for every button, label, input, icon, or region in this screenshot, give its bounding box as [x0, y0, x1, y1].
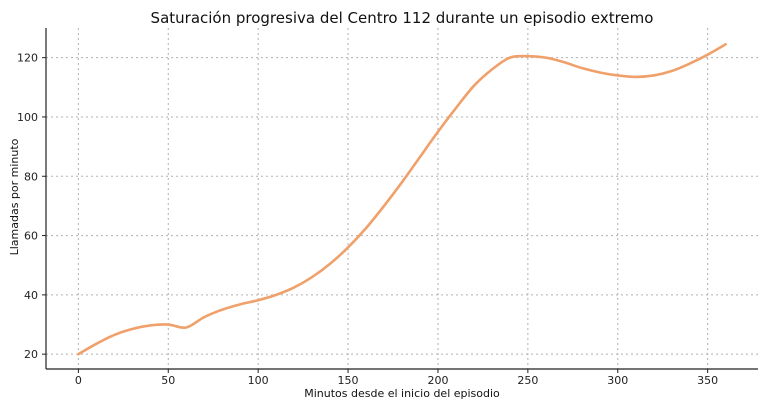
y-tick-label: 20: [24, 348, 38, 361]
x-tick-label: 300: [607, 374, 628, 387]
chart-title: Saturación progresiva del Centro 112 dur…: [151, 9, 654, 27]
x-tick-label: 100: [248, 374, 269, 387]
ticks: 0 50 100 150 200 250 300 350 20 40 60 80 100 120: [17, 52, 718, 387]
x-tick-label: 50: [161, 374, 175, 387]
y-axis-label: Llamadas por minuto: [8, 138, 21, 255]
series-line: [77, 43, 727, 356]
x-tick-label: 250: [517, 374, 538, 387]
y-tick-label: 60: [24, 230, 38, 243]
x-axis-label: Minutos desde el inicio del episodio: [304, 387, 500, 400]
y-tick-label: 100: [17, 111, 38, 124]
axes: [45, 28, 758, 370]
y-tick-label: 120: [17, 52, 38, 65]
grid: [46, 28, 758, 369]
x-tick-label: 200: [427, 374, 448, 387]
y-tick-label: 40: [24, 289, 38, 302]
x-tick-label: 150: [338, 374, 359, 387]
x-tick-label: 350: [697, 374, 718, 387]
x-tick-label: 0: [75, 374, 82, 387]
y-tick-label: 80: [24, 170, 38, 183]
series-layer: [77, 43, 727, 356]
